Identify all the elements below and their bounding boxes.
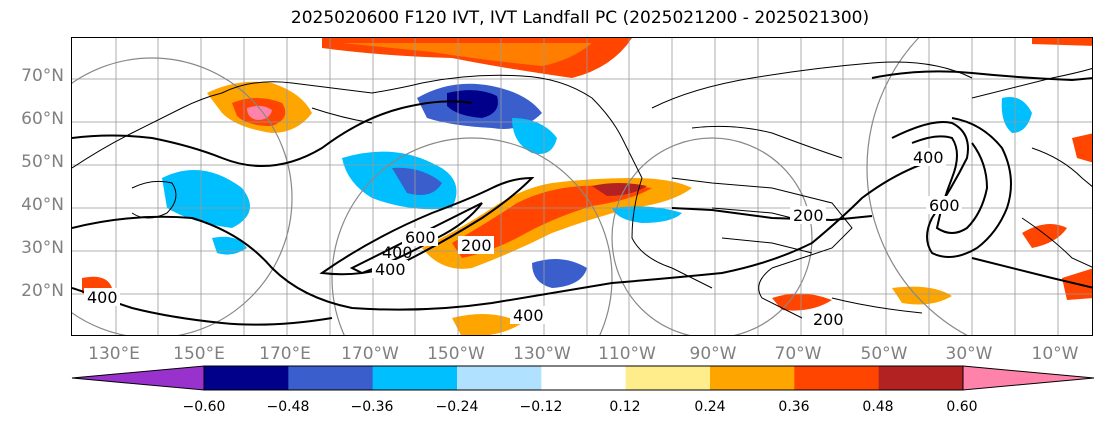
colorbar-cell [541, 366, 627, 390]
contour-label-bg [926, 196, 962, 214]
colorbar-tick-label: −0.36 [350, 399, 394, 415]
contour-label-bg [458, 236, 494, 254]
contour-label-bg [372, 260, 408, 278]
lat-label-70n: 70°N [21, 66, 64, 86]
contour-label: 400 [87, 288, 118, 307]
colorbar [71, 365, 1095, 391]
lat-label-50n: 50°N [21, 152, 64, 172]
lon-label-170w: 170°W [341, 344, 399, 364]
contour-label: 200 [813, 310, 844, 329]
lon-label-10w: 10°W [1031, 344, 1079, 364]
lon-label-150e: 150°E [173, 344, 225, 364]
lat-label-30n: 30°N [21, 238, 64, 258]
colorbar-tick-label: 0.36 [778, 399, 810, 415]
contour-label: 600 [405, 228, 436, 247]
colorbar-tick-label: 0.12 [609, 399, 641, 415]
contour-label: 400 [382, 243, 413, 262]
contour-label-bg [510, 306, 546, 324]
colorbar-cells [72, 366, 1094, 390]
colorbar-tick-label: 0.24 [694, 399, 726, 415]
contour-label-bg [810, 310, 846, 328]
contour-label-bg [790, 206, 826, 224]
colorbar-cell [794, 366, 880, 390]
lon-label-50w: 50°W [860, 344, 908, 364]
contour-label-bg [402, 228, 438, 246]
lon-label-130e: 130°E [88, 344, 140, 364]
map-canvas: 400 600 400 200 200 400 400 400 600 200 [72, 38, 1092, 335]
colorbar-tick-label: 0.60 [946, 399, 978, 415]
lon-label-150w: 150°W [427, 344, 485, 364]
colorbar-extend-high [963, 366, 1094, 390]
lat-label-40n: 40°N [21, 195, 64, 215]
contour-label-bg [84, 288, 120, 306]
lon-label-130w: 130°W [513, 344, 571, 364]
colorbar-tick-label: −0.60 [182, 399, 226, 415]
colorbar-cell [878, 366, 964, 390]
contour-label: 200 [793, 206, 824, 225]
contour-label-bg [910, 148, 946, 166]
lon-label-70w: 70°W [774, 344, 822, 364]
map-panel: 400 600 400 200 200 400 400 400 600 200 [71, 37, 1093, 336]
colorbar-cell [710, 366, 795, 390]
contour-label: 400 [375, 260, 406, 279]
contour-label: 400 [913, 148, 944, 167]
lat-label-20n: 20°N [21, 281, 64, 301]
colorbar-cell [457, 366, 542, 390]
colorbar-outline [203, 365, 964, 391]
lon-label-90w: 90°W [689, 344, 737, 364]
ivt-shading [82, 38, 1092, 335]
colorbar-tick-label: −0.12 [519, 399, 563, 415]
colorbar-tick-label: −0.48 [266, 399, 310, 415]
colorbar-cell [204, 366, 289, 390]
map-title: 2025020600 F120 IVT, IVT Landfall PC (20… [290, 8, 870, 28]
colorbar-cell [372, 366, 458, 390]
contour-label-group: 400 600 400 200 200 400 400 400 600 200 [84, 148, 962, 329]
colorbar-cell [625, 366, 711, 390]
lat-label-60n: 60°N [21, 109, 64, 129]
lon-label-110w: 110°W [598, 344, 656, 364]
contour-label: 600 [929, 196, 960, 215]
lon-label-30w: 30°W [945, 344, 993, 364]
colorbar-cell [288, 366, 374, 390]
contour-label: 200 [461, 236, 492, 255]
colorbar-tick-label: −0.24 [435, 399, 479, 415]
lon-label-170e: 170°E [259, 344, 311, 364]
contour-label: 400 [513, 306, 544, 325]
colorbar-tick-label: 0.48 [862, 399, 894, 415]
colorbar-extend-low [72, 366, 204, 390]
